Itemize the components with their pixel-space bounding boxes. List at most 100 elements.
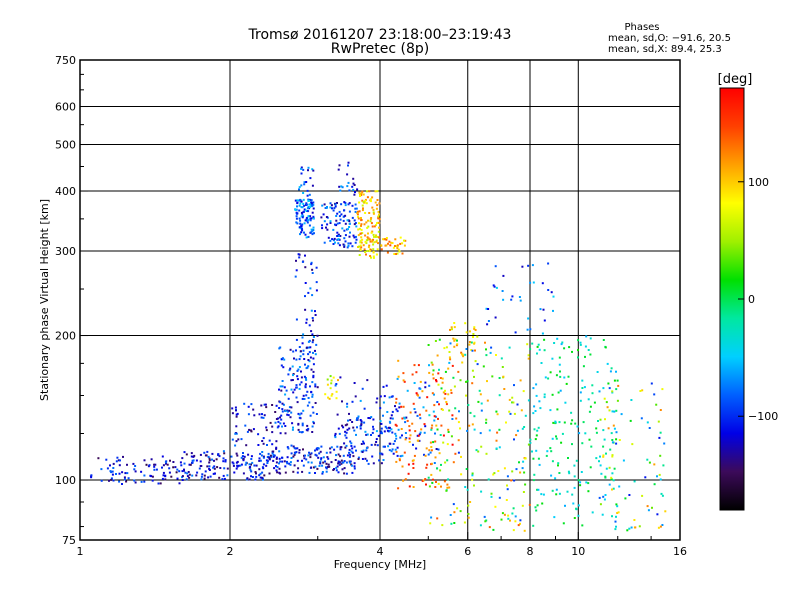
scatter-point bbox=[329, 220, 332, 223]
scatter-point bbox=[551, 357, 554, 360]
scatter-point bbox=[300, 167, 303, 170]
scatter-point bbox=[292, 470, 295, 473]
scatter-point bbox=[302, 464, 305, 467]
scatter-point bbox=[471, 369, 474, 372]
scatter-point bbox=[330, 379, 333, 382]
scatter-point bbox=[595, 457, 598, 460]
scatter-point bbox=[320, 216, 323, 219]
scatter-point bbox=[614, 520, 617, 523]
scatter-point bbox=[527, 264, 530, 267]
phase-stats-title: Phases bbox=[624, 22, 659, 33]
scatter-point bbox=[538, 400, 541, 403]
scatter-point bbox=[498, 428, 501, 431]
scatter-point bbox=[293, 357, 295, 360]
scatter-point bbox=[434, 440, 437, 443]
scatter-point bbox=[460, 351, 463, 354]
scatter-point bbox=[110, 478, 113, 481]
scatter-point bbox=[437, 482, 440, 485]
scatter-point bbox=[409, 434, 412, 437]
scatter-point bbox=[298, 413, 301, 416]
scatter-point bbox=[276, 471, 279, 474]
scatter-point bbox=[616, 512, 619, 514]
scatter-point bbox=[519, 299, 522, 302]
scatter-point bbox=[186, 475, 189, 478]
scatter-point bbox=[284, 410, 287, 412]
scatter-point bbox=[298, 209, 301, 212]
scatter-point bbox=[335, 466, 338, 469]
scatter-point bbox=[242, 457, 245, 460]
scatter-point bbox=[392, 442, 395, 445]
scatter-point bbox=[440, 387, 443, 390]
scatter-point bbox=[319, 460, 322, 463]
scatter-point bbox=[405, 416, 408, 419]
scatter-point bbox=[653, 483, 656, 486]
scatter-point bbox=[344, 446, 347, 449]
scatter-point bbox=[185, 453, 188, 456]
scatter-point bbox=[452, 461, 455, 464]
scatter-point bbox=[362, 200, 365, 203]
scatter-point bbox=[484, 520, 487, 523]
scatter-point bbox=[371, 455, 374, 458]
scatter-points bbox=[90, 161, 667, 532]
scatter-point bbox=[372, 238, 375, 241]
scatter-point bbox=[362, 449, 365, 452]
scatter-point bbox=[518, 296, 521, 298]
scatter-point bbox=[431, 363, 434, 366]
scatter-point bbox=[300, 224, 303, 227]
scatter-point bbox=[474, 329, 477, 331]
scatter-point bbox=[286, 409, 289, 412]
scatter-point bbox=[279, 401, 282, 404]
scatter-point bbox=[450, 391, 453, 394]
scatter-point bbox=[347, 161, 350, 164]
scatter-point bbox=[416, 414, 419, 417]
scatter-point bbox=[522, 460, 525, 463]
scatter-point bbox=[309, 177, 312, 180]
scatter-point bbox=[493, 472, 496, 475]
scatter-point bbox=[345, 472, 348, 475]
scatter-point bbox=[350, 445, 353, 447]
scatter-point bbox=[383, 445, 386, 448]
scatter-point bbox=[368, 244, 371, 247]
scatter-point bbox=[290, 411, 293, 414]
scatter-point bbox=[480, 445, 483, 448]
scatter-point bbox=[303, 358, 306, 360]
scatter-point bbox=[304, 308, 307, 311]
scatter-point bbox=[200, 475, 203, 478]
scatter-point bbox=[412, 486, 415, 488]
scatter-point bbox=[297, 412, 300, 415]
scatter-point bbox=[325, 470, 328, 473]
scatter-point bbox=[412, 462, 415, 465]
scatter-point bbox=[361, 232, 364, 235]
scatter-point bbox=[458, 410, 460, 413]
scatter-point bbox=[335, 215, 338, 217]
scatter-point bbox=[562, 522, 565, 525]
scatter-point bbox=[338, 210, 341, 213]
scatter-point bbox=[612, 487, 615, 490]
scatter-point bbox=[178, 470, 181, 473]
scatter-point bbox=[430, 516, 433, 519]
scatter-point bbox=[469, 411, 472, 414]
scatter-point bbox=[602, 429, 605, 432]
scatter-point bbox=[563, 347, 566, 350]
scatter-point bbox=[308, 471, 311, 474]
scatter-point bbox=[312, 411, 315, 414]
scatter-point bbox=[375, 401, 378, 404]
scatter-point bbox=[564, 504, 566, 507]
scatter-point bbox=[451, 364, 454, 367]
scatter-point bbox=[178, 482, 181, 485]
scatter-point bbox=[297, 368, 300, 371]
scatter-point bbox=[607, 382, 610, 385]
scatter-point bbox=[509, 519, 511, 522]
scatter-point bbox=[532, 524, 535, 527]
scatter-point bbox=[395, 408, 398, 411]
scatter-point bbox=[258, 459, 261, 462]
scatter-point bbox=[389, 244, 392, 247]
scatter-point bbox=[300, 231, 303, 234]
scatter-point bbox=[402, 372, 405, 375]
scatter-point bbox=[354, 207, 357, 210]
scatter-point bbox=[347, 242, 350, 245]
scatter-point bbox=[251, 461, 254, 464]
scatter-point bbox=[335, 397, 338, 400]
scatter-point bbox=[360, 228, 363, 231]
scatter-point bbox=[288, 462, 291, 465]
